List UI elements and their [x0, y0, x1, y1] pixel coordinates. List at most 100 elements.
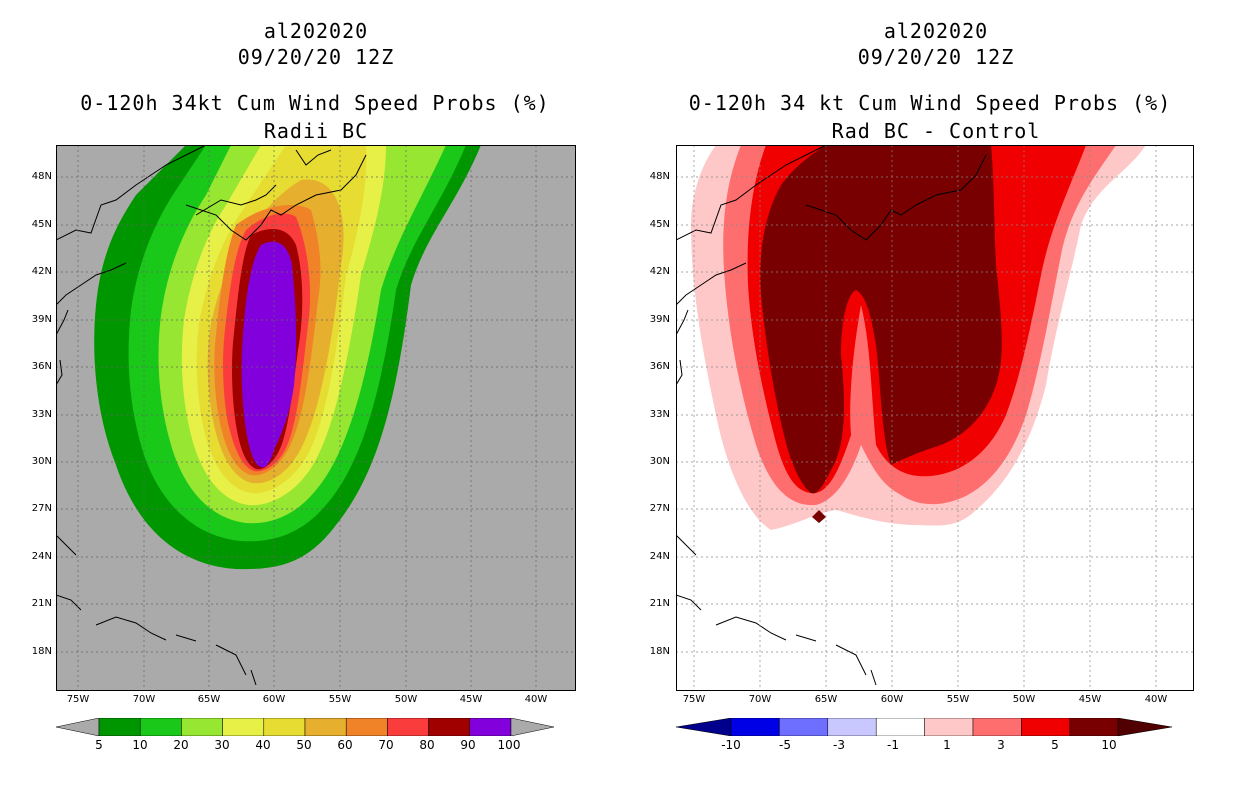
right-cb-label-minus1: -1: [887, 738, 899, 752]
right-lat-45n: 45N: [649, 219, 670, 230]
left-cb-label-90: 90: [460, 738, 476, 752]
left-cb-label-30: 30: [214, 738, 230, 752]
right-lat-33n: 33N: [649, 409, 670, 420]
right-cb-label-5: 5: [1051, 738, 1059, 752]
left-cb-label-20: 20: [173, 738, 189, 752]
right-storm-id: al202020: [883, 19, 989, 43]
left-lon-65w: 65W: [197, 694, 221, 705]
coastline-nova-scotia: [195, 149, 332, 216]
left-datetime: 09/20/20 12Z: [237, 45, 395, 69]
right-lat-18n: 18N: [649, 646, 670, 657]
left-lat-27n: 27N: [31, 503, 52, 514]
left-lat-33n: 33N: [31, 409, 52, 420]
left-colorbar-low-arrow: [56, 718, 100, 736]
left-cb-label-10: 10: [132, 738, 148, 752]
right-cb-label-1: 1: [943, 738, 951, 752]
right-colorbar-high-arrow: [1117, 718, 1173, 736]
right-colorbar-low-arrow: [676, 718, 732, 736]
left-colorbar-swatch-3: [222, 718, 265, 736]
right-lon-55w: 55W: [946, 694, 970, 705]
prob-contour-90: [241, 241, 297, 468]
left-cb-label-70: 70: [378, 738, 394, 752]
right-cb-label-10: 10: [1101, 738, 1117, 752]
left-colorbar-swatch-7: [387, 718, 429, 736]
right-lat-27n: 27N: [649, 503, 670, 514]
right-colorbar-swatch-7: [1069, 718, 1119, 736]
left-lat-30n: 30N: [31, 456, 52, 467]
left-cb-label-80: 80: [419, 738, 435, 752]
right-lon-60w: 60W: [880, 694, 904, 705]
left-colorbar-swatch-4: [263, 718, 306, 736]
right-lon-70w: 70W: [748, 694, 772, 705]
left-cb-label-100: 100: [497, 738, 521, 752]
right-lat-21n: 21N: [649, 598, 670, 609]
left-lat-24n: 24N: [31, 551, 52, 562]
right-subtitle: Rad BC - Control: [831, 119, 1041, 143]
right-lon-40w: 40W: [1144, 694, 1168, 705]
right-lon-75w: 75W: [682, 694, 706, 705]
right-lat-42n: 42N: [649, 266, 670, 277]
right-lat-24n: 24N: [649, 551, 670, 562]
left-colorbar-swatch-1: [139, 718, 182, 736]
left-colorbar-swatch-2: [181, 718, 223, 736]
left-colorbar-swatch-0: [98, 718, 141, 736]
left-lon-45w: 45W: [459, 694, 483, 705]
left-lat-39n: 39N: [31, 314, 52, 325]
right-colorbar: [676, 718, 1173, 736]
left-cb-label-40: 40: [255, 738, 271, 752]
right-lon-45w: 45W: [1078, 694, 1102, 705]
left-cb-label-5: 5: [95, 738, 103, 752]
right-lat-39n: 39N: [649, 314, 670, 325]
coastline-caribbean-right: [676, 534, 877, 686]
coastline-northeast: [56, 145, 367, 386]
left-colorbar-swatch-6: [345, 718, 388, 736]
left-subtitle: Radii BC: [263, 119, 369, 143]
left-storm-id: al202020: [263, 19, 369, 43]
right-lon-50w: 50W: [1012, 694, 1036, 705]
left-map: [56, 145, 576, 691]
right-lat-36n: 36N: [649, 361, 670, 372]
left-title: 0-120h 34kt Cum Wind Speed Probs (%): [80, 91, 550, 115]
left-lat-45n: 45N: [31, 219, 52, 230]
right-cb-label-3: 3: [997, 738, 1005, 752]
right-cb-label-minus5: -5: [779, 738, 791, 752]
left-colorbar: [56, 718, 555, 736]
left-grid: [56, 145, 576, 691]
right-cb-label-minus3: -3: [833, 738, 845, 752]
diff-spot: [812, 510, 826, 523]
left-cb-label-50: 50: [296, 738, 312, 752]
right-cb-label-minus10: -10: [721, 738, 741, 752]
right-map: [676, 145, 1194, 691]
coastline-northeast-right: [676, 145, 987, 386]
left-lon-40w: 40W: [524, 694, 548, 705]
right-lat-48n: 48N: [649, 171, 670, 182]
left-lon-70w: 70W: [132, 694, 156, 705]
left-lon-75w: 75W: [66, 694, 90, 705]
left-lat-48n: 48N: [31, 171, 52, 182]
coastline-caribbean: [56, 534, 257, 686]
right-colorbar-swatch-2: [827, 718, 877, 736]
right-grid: [676, 145, 1194, 691]
left-lat-36n: 36N: [31, 361, 52, 372]
left-colorbar-high-arrow: [510, 718, 555, 736]
right-colorbar-swatch-6: [1021, 718, 1071, 736]
diff-contour-above-10: [760, 145, 1002, 494]
left-colorbar-swatch-5: [304, 718, 347, 736]
left-colorbar-swatch-8: [428, 718, 471, 736]
right-colorbar-swatch-3: [875, 718, 925, 736]
right-colorbar-swatch-4: [924, 718, 974, 736]
right-title: 0-120h 34 kt Cum Wind Speed Probs (%): [688, 91, 1172, 115]
left-colorbar-swatch-9: [469, 718, 512, 736]
right-datetime: 09/20/20 12Z: [857, 45, 1015, 69]
left-lon-50w: 50W: [394, 694, 418, 705]
left-lon-60w: 60W: [262, 694, 286, 705]
right-colorbar-swatch-5: [972, 718, 1022, 736]
left-lat-42n: 42N: [31, 266, 52, 277]
right-colorbar-swatch-0: [730, 718, 780, 736]
left-lon-55w: 55W: [328, 694, 352, 705]
left-lat-18n: 18N: [31, 646, 52, 657]
left-lat-21n: 21N: [31, 598, 52, 609]
right-colorbar-swatch-1: [779, 718, 829, 736]
right-lat-30n: 30N: [649, 456, 670, 467]
left-cb-label-60: 60: [337, 738, 353, 752]
